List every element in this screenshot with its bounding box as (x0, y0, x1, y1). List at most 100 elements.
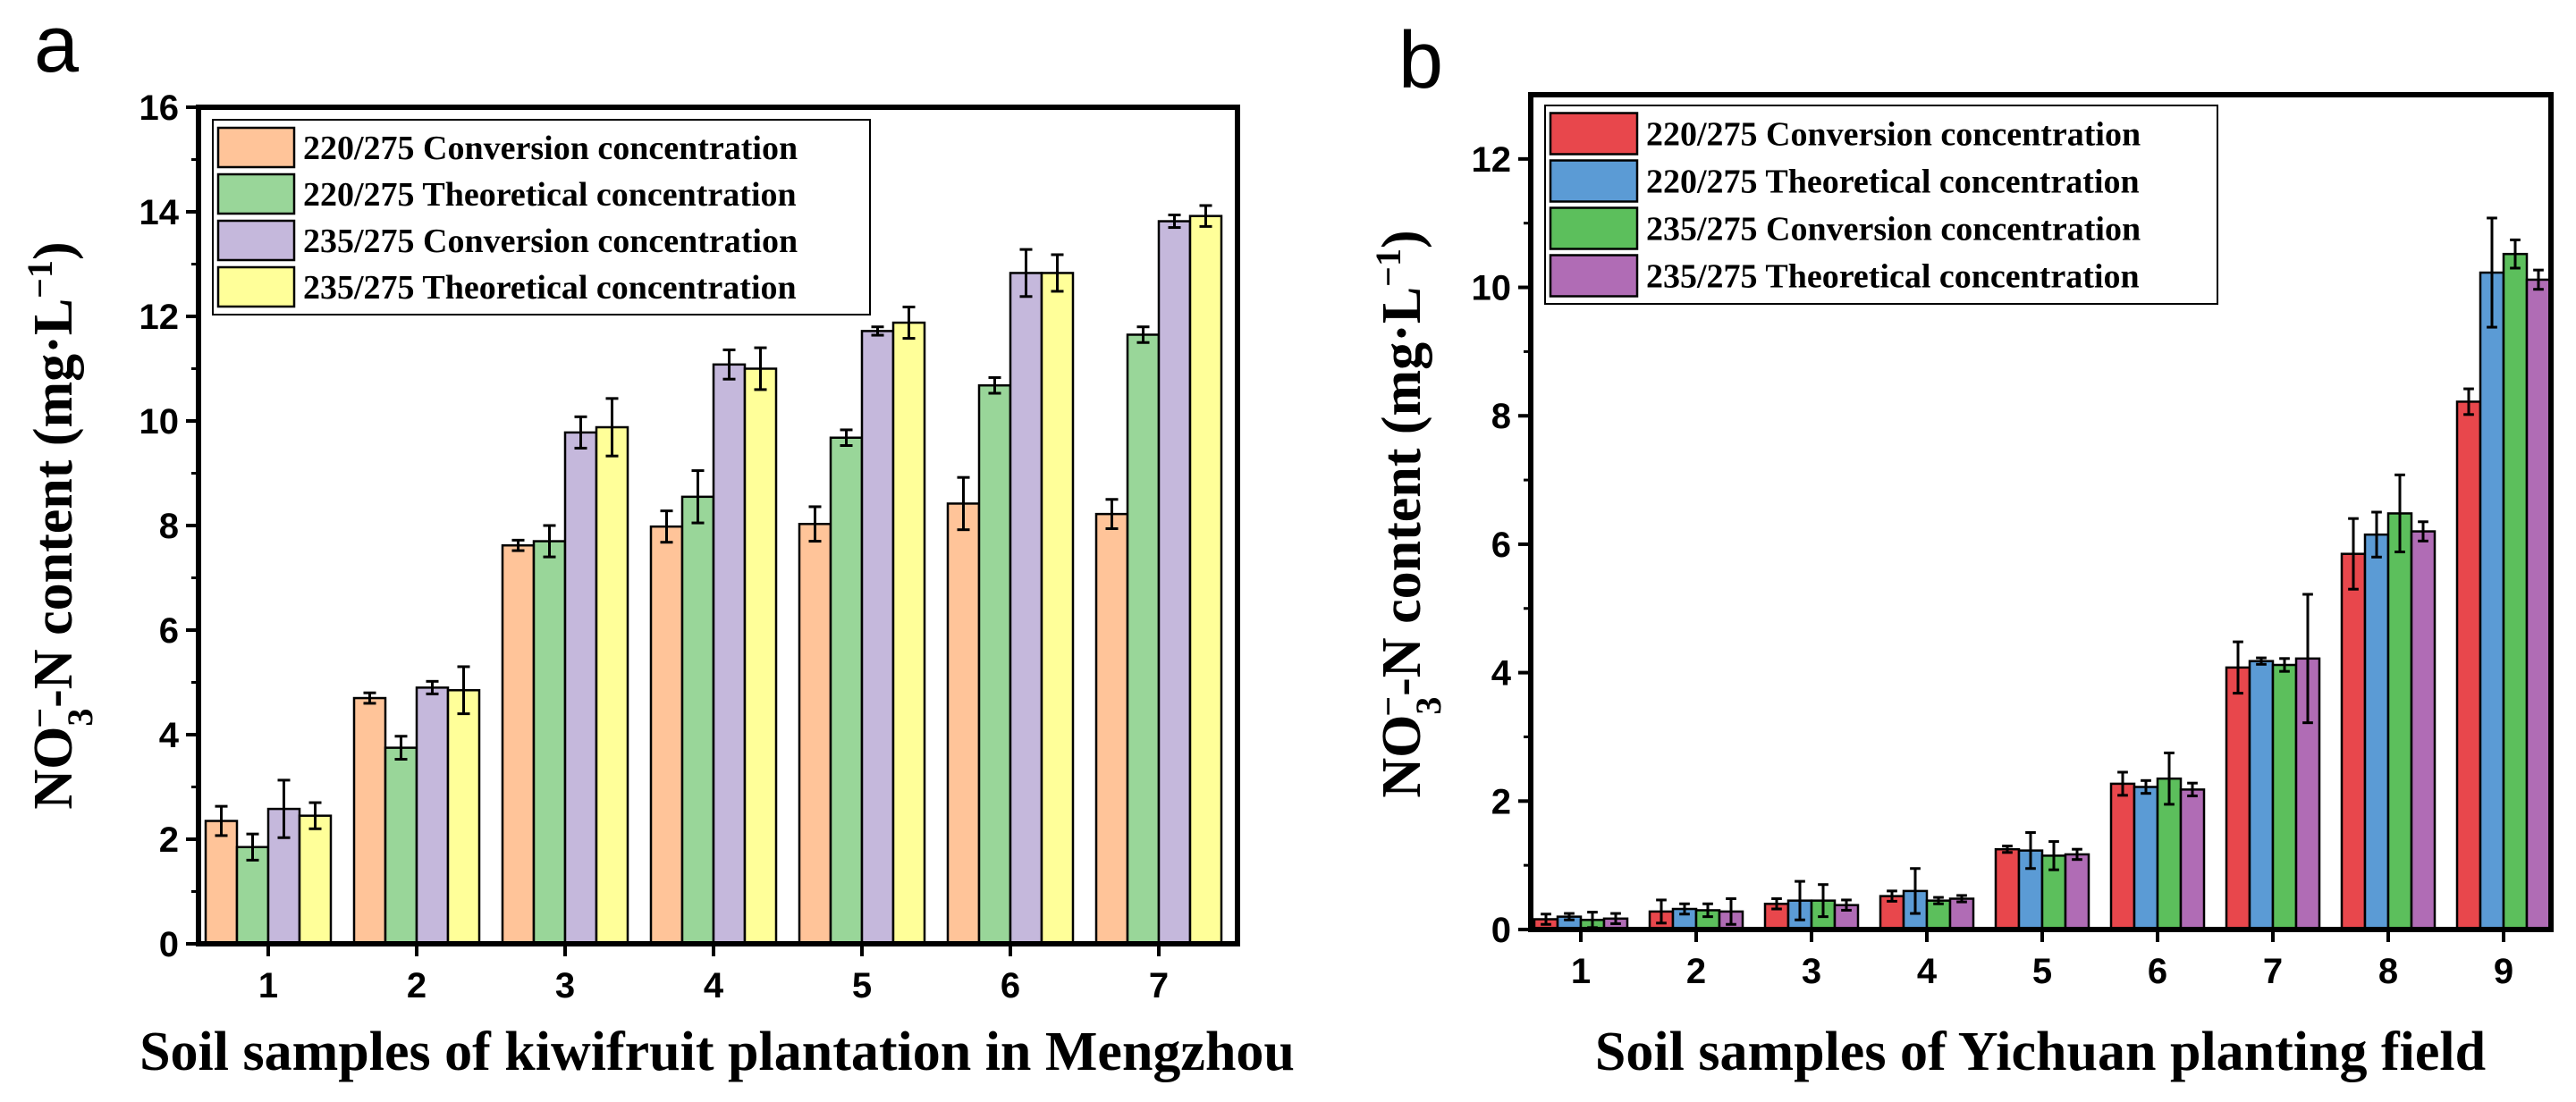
panel-b-y-tick-label-2: 4 (1491, 654, 1512, 694)
panel-b-bar-s1-c6 (2109, 782, 2136, 931)
panel-a-bar-s3-c5 (860, 330, 895, 946)
panel-a-y-tick-label-1: 2 (159, 820, 179, 860)
panel-a-bar-s2-c7 (1126, 333, 1161, 946)
panel-b-ylabel-main: -N content (mg·L (1372, 287, 1432, 696)
panel-b-error-bar-s1-c9 (2463, 387, 2474, 416)
panel-a-error-bar-s1-c1 (215, 804, 228, 837)
panel-b-error-bar-s3-c9 (2510, 238, 2521, 270)
panel-a-legend-swatch-2 (216, 172, 296, 215)
panel-b-error-bar-s3-c2 (1702, 902, 1713, 919)
panel-a-bar-s1-c7 (1094, 512, 1129, 946)
panel-b-error-bar-s2-c5 (2025, 831, 2036, 871)
panel-b-bar-s2-c9 (2479, 271, 2505, 931)
panel-a-error-bars (215, 204, 1212, 862)
panel-a-bar-s1-c3 (501, 543, 536, 946)
panel-b-error-bar-s4-c2 (1726, 897, 1736, 926)
panel-a-error-bar-s4-c7 (1199, 204, 1212, 228)
panel-b-error-bar-s2-c8 (2371, 510, 2382, 559)
panel-a-x-tick-label-6: 6 (1001, 966, 1020, 1005)
panel-b-error-bar-s4-c7 (2302, 593, 2313, 725)
panel-b-legend-swatch-4 (1549, 254, 1639, 298)
panel-a-legend-box (212, 119, 871, 315)
panel-b-bar-s1-c8 (2340, 552, 2367, 931)
panel-b-legend-box (1544, 105, 2218, 305)
panel-a-x-axis: 1 2 3 4 5 6 7 (258, 944, 1169, 1005)
panel-b-y-tick-label-0: 0 (1491, 911, 1511, 950)
panel-b-x-tick-label-9: 9 (2494, 952, 2513, 991)
panel-a-bar-s3-c2 (415, 686, 450, 946)
panel-a-legend-swatch-4 (216, 265, 296, 308)
panel-a-legend-label-2: 220/275 Theoretical concentration (303, 176, 797, 214)
panel-b-error-bar-s3-c7 (2279, 657, 2290, 673)
panel-a-bar-s4-c6 (1040, 272, 1075, 946)
panel-b-bar-s3-c7 (2271, 663, 2298, 931)
panel-a-bar-s2-c2 (384, 746, 418, 946)
panel-a-error-bar-s3-c5 (871, 325, 884, 337)
panel-b-error-bar-s3-c5 (2048, 840, 2059, 871)
panel-a-error-bar-s1-c6 (957, 475, 970, 532)
panel-a-bar-s3-c7 (1157, 220, 1192, 946)
panel-a-y-tick-label-2: 4 (159, 716, 180, 755)
panel-b-bar-s2-c7 (2248, 660, 2275, 931)
panel-b-error-bar-s1-c3 (1771, 897, 1782, 911)
panel-a-error-bar-s2-c7 (1136, 325, 1150, 344)
panel-a-error-bar-s1-c3 (511, 538, 525, 552)
panel-a-x-tick-label-1: 1 (258, 966, 278, 1005)
panel-a-y-axis-title: NO3−-N content (mg·L−1) (20, 241, 100, 809)
panel-a-error-bar-s1-c5 (808, 505, 822, 543)
panel-b-label: b (1398, 16, 1443, 105)
panel-a-y-tick-label-6: 12 (139, 298, 180, 337)
panel-b-bar-s2-c6 (2133, 786, 2159, 931)
panel-b-ylabel-sup2: −1 (1368, 248, 1408, 287)
panel-b-error-bar-s4-c1 (1610, 912, 1621, 926)
panel-b-y-axis: 0 2 4 6 8 10 12 (1472, 140, 1531, 950)
panel-b-error-bar-s2-c6 (2141, 778, 2151, 795)
panel-b-legend-label-1: 220/275 Conversion concentration (1646, 116, 2141, 154)
panel-a-error-bar-s2-c5 (840, 428, 853, 447)
panel-b-error-bar-s4-c3 (1841, 898, 1852, 912)
panel-a-legend: 220/275 Conversion concentration 220/275 … (212, 119, 871, 315)
panel-b-bar-s4-c8 (2410, 530, 2437, 931)
panel-b-bar-s2-c8 (2363, 533, 2390, 931)
panel-a-error-bar-s4-c3 (605, 397, 619, 458)
panel-b-legend: 220/275 Conversion concentration 220/275 … (1544, 105, 2218, 305)
panel-b-error-bar-s1-c4 (1887, 889, 1897, 903)
panel-a-bar-s4-c4 (743, 367, 778, 946)
panel-b-x-tick-label-4: 4 (1917, 952, 1938, 991)
panel-a-ylabel-sup: − (20, 708, 60, 728)
panel-a-y-axis: 0 2 4 6 8 10 12 14 16 (139, 88, 198, 964)
panel-a-y-tick-label-0: 0 (159, 925, 179, 964)
panel-b-x-tick-label-8: 8 (2378, 952, 2398, 991)
panel-b-bar-s1-c7 (2225, 666, 2251, 931)
panel-b-x-tick-label-7: 7 (2263, 952, 2283, 991)
panel-a-error-bar-s3-c6 (1019, 248, 1033, 299)
panel-b-error-bar-s1-c2 (1656, 898, 1667, 925)
panel-b-ylabel-close: ) (1372, 230, 1432, 248)
panel-a-y-tick-label-7: 14 (139, 193, 180, 232)
panel-a-legend-label-1: 220/275 Conversion concentration (303, 130, 798, 167)
panel-a-legend-label-4: 235/275 Theoretical concentration (303, 269, 797, 307)
panel-a-bar-s3-c3 (563, 431, 598, 946)
panel-b-y-axis-title: NO3−-N content (mg·L−1) (1368, 230, 1448, 797)
panel-b-legend-swatch-2 (1549, 159, 1639, 203)
panel-a-x-tick-label-4: 4 (704, 966, 724, 1005)
panel-a-error-bar-s3-c2 (426, 679, 439, 695)
panel-a-bar-s1-c2 (352, 696, 387, 946)
panel-a-bar-s3-c4 (712, 363, 747, 946)
panel-b-y-tick-label-5: 10 (1472, 269, 1512, 308)
panel-a-label: a (34, 0, 80, 89)
panel-b-ylabel-sub: 3 (1408, 697, 1448, 715)
panel-b-bar-s1-c5 (1994, 847, 2021, 931)
panel-b-bar-s4-c5 (2064, 853, 2090, 931)
panel-a-error-bar-s1-c2 (363, 691, 376, 705)
panel-a-x-tick-label-5: 5 (852, 966, 872, 1005)
panel-a-legend-swatch-1 (216, 126, 296, 169)
panel-b-error-bar-s2-c9 (2487, 216, 2497, 329)
panel-b-bar-s4-c4 (1948, 897, 1975, 931)
panel-b-y-tick-label-1: 2 (1491, 782, 1511, 821)
panel-a-y-tick-label-4: 8 (159, 507, 179, 546)
panel-a-x-tick-label-7: 7 (1149, 966, 1169, 1005)
